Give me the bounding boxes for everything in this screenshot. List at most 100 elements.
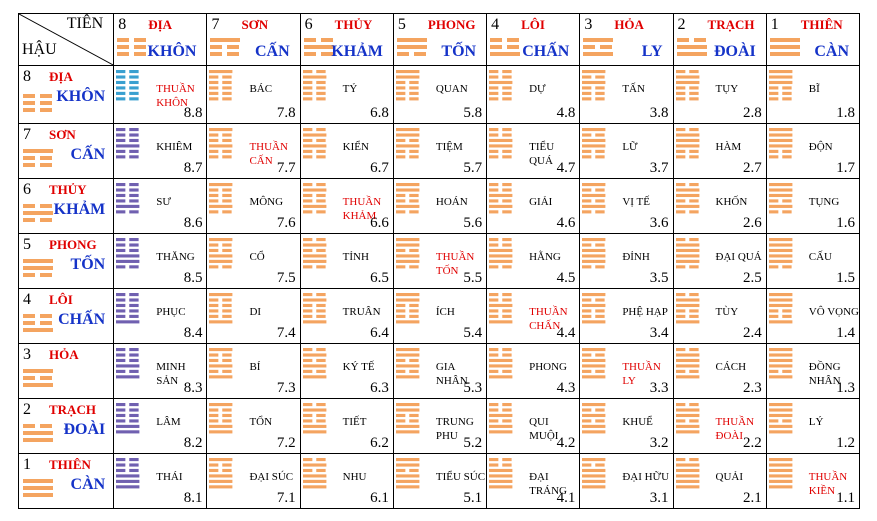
hexagram-cell: THUẦN LY 3.3 [580,344,673,399]
hexagram-name: CỔ [249,250,264,264]
hexagram-symbol-icon [582,293,605,326]
hexagram-cell: QUẢI 2.1 [673,454,766,509]
hexagram-cell: TIỆM 5.7 [393,124,486,179]
hexagram-symbol-icon [489,238,512,271]
hexagram-symbol-icon [209,128,232,161]
hexagram-number: 4.3 [557,380,576,397]
hexagram-cell: ĐẠI TRÁNG 4.1 [487,454,580,509]
column-element-name: ĐỊA [148,17,172,33]
hexagram-symbol-icon [769,458,792,491]
row-element-name: ĐỊA [49,69,73,85]
hexagram-cell: VỊ TẾ 3.6 [580,179,673,234]
hexagram-cell: DỰ 4.8 [487,66,580,124]
hexagram-symbol-icon [303,70,326,103]
hexagram-name: ĐẠI SÚC [249,470,293,484]
trigram-symbol-icon [397,38,427,59]
hexagram-number: 3.2 [650,435,669,452]
column-number: 7 [211,16,219,34]
hexagram-symbol-icon [116,238,139,271]
hexagram-cell: TIỂU QUÁ 4.7 [487,124,580,179]
row-trigram-name: KHẢM [54,201,106,219]
table-row: 7 SƠN CẤN KHIÊM 8.7 THUẦN CẤN 7.7 KIỂN 6.7 TIỆM 5.… [19,124,860,179]
hexagram-number: 8.6 [184,215,203,232]
hexagram-name: BÁC [249,82,272,96]
hexagram-cell: MÔNG 7.6 [207,179,300,234]
hexagram-symbol-icon [303,238,326,271]
hexagram-number: 5.8 [463,105,482,122]
hexagram-cell: TỤY 2.8 [673,66,766,124]
hexagram-name: TIỆM [436,140,463,154]
hexagram-name: HOÁN [436,195,468,209]
row-header-4: 4 LÔI CHẤN [19,289,114,344]
row-trigram-name: CHẤN [58,311,105,329]
hexagram-cell: KHỐN 2.6 [673,179,766,234]
hexagram-number: 4.2 [557,435,576,452]
hexagram-cell: TẤN 3.8 [580,66,673,124]
column-header-7: 2 TRẠCH ĐOÀI [673,14,766,66]
hexagram-name: TÙY [716,305,739,319]
hexagram-cell: ĐẠI HỮU 3.1 [580,454,673,509]
hexagram-symbol-icon [489,293,512,326]
row-element-name: PHONG [49,237,97,253]
hexagram-number: 7.7 [277,160,296,177]
hexagram-symbol-icon [396,348,419,381]
hexagram-cell: TRUNG PHU 5.2 [393,399,486,454]
hexagram-name: CÁCH [716,360,747,374]
column-header-4: 5 PHONG TỐN [393,14,486,66]
hexagram-symbol-icon [116,183,139,216]
hexagram-cell: MINH SẢN 8.3 [114,344,207,399]
row-header-3: 3 HỎA [19,344,114,399]
hexagram-cell: KHUỂ 3.2 [580,399,673,454]
table-row: 4 LÔI CHẤN PHỤC 8.4 DI 7.4 TRUÂN 6.4 ÍCH 5.4 THUẦN … [19,289,860,344]
hexagram-symbol-icon [396,70,419,103]
hexagram-number: 1.5 [836,270,855,287]
hexagram-cell: KIỂN 6.7 [300,124,393,179]
hexagram-symbol-icon [769,293,792,326]
hexagram-symbol-icon [209,183,232,216]
hexagram-number: 8.8 [184,105,203,122]
row-header-5: 5 PHONG TỐN [19,234,114,289]
hexagram-number: 5.7 [463,160,482,177]
column-trigram-name: ĐOÀI [714,43,756,61]
hexagram-symbol-icon [582,403,605,436]
hexagram-symbol-icon [769,70,792,103]
column-trigram-name: TỐN [441,43,476,61]
row-trigram-name: KHÔN [56,88,105,106]
hexagram-number: 3.3 [650,380,669,397]
hexagram-symbol-icon [489,403,512,436]
hexagram-cell: HOÁN 5.6 [393,179,486,234]
hexagram-symbol-icon [582,70,605,103]
hexagram-cell: THÁI 8.1 [114,454,207,509]
hexagram-cell: TỔN 7.2 [207,399,300,454]
hexagram-symbol-icon [209,348,232,381]
hexagram-name: QUẢI [716,470,744,484]
hexagram-name: GIẢI [529,195,552,209]
hexagram-number: 6.5 [370,270,389,287]
header-row: TIÊN HẬU 8 ĐỊA KHÔN 7 SƠN CẤN 6 THỦY KHẢM 5 PHONG T… [19,14,860,66]
hexagram-symbol-icon [209,458,232,491]
hexagram-cell: THUẦN CẤN 7.7 [207,124,300,179]
hexagram-symbol-icon [396,238,419,271]
hexagram-cell: THUẦN KHÔN 8.8 [114,66,207,124]
tien-label: TIÊN [67,15,103,33]
hexagram-symbol-icon [582,238,605,271]
table-row: 6 THỦY KHẢM SƯ 8.6 MÔNG 7.6 THUẦN KHẢM 6.6 HOÁN 5.… [19,179,860,234]
hexagram-name: NHU [343,470,367,484]
hexagram-cell: CẤU 1.5 [766,234,859,289]
corner-cell: TIÊN HẬU [19,14,114,66]
hexagram-number: 2.6 [743,215,762,232]
hexagram-cell: ĐỒNG NHÂN 1.3 [766,344,859,399]
hexagram-cell: TIỂU SÚC 5.1 [393,454,486,509]
hexagram-symbol-icon [303,458,326,491]
row-header-6: 6 THỦY KHẢM [19,179,114,234]
hexagram-symbol-icon [209,238,232,271]
hexagram-symbol-icon [582,458,605,491]
hexagram-name: PHỆ HẠP [622,305,668,319]
hexagram-number: 2.4 [743,325,762,342]
hexagram-number: 4.1 [557,490,576,507]
hexagram-symbol-icon [209,293,232,326]
hexagram-name: HẰNG [529,250,561,264]
hexagram-name: TẤN [622,82,645,96]
hexagram-name: KHUỂ [622,415,653,429]
row-number: 4 [23,291,31,309]
